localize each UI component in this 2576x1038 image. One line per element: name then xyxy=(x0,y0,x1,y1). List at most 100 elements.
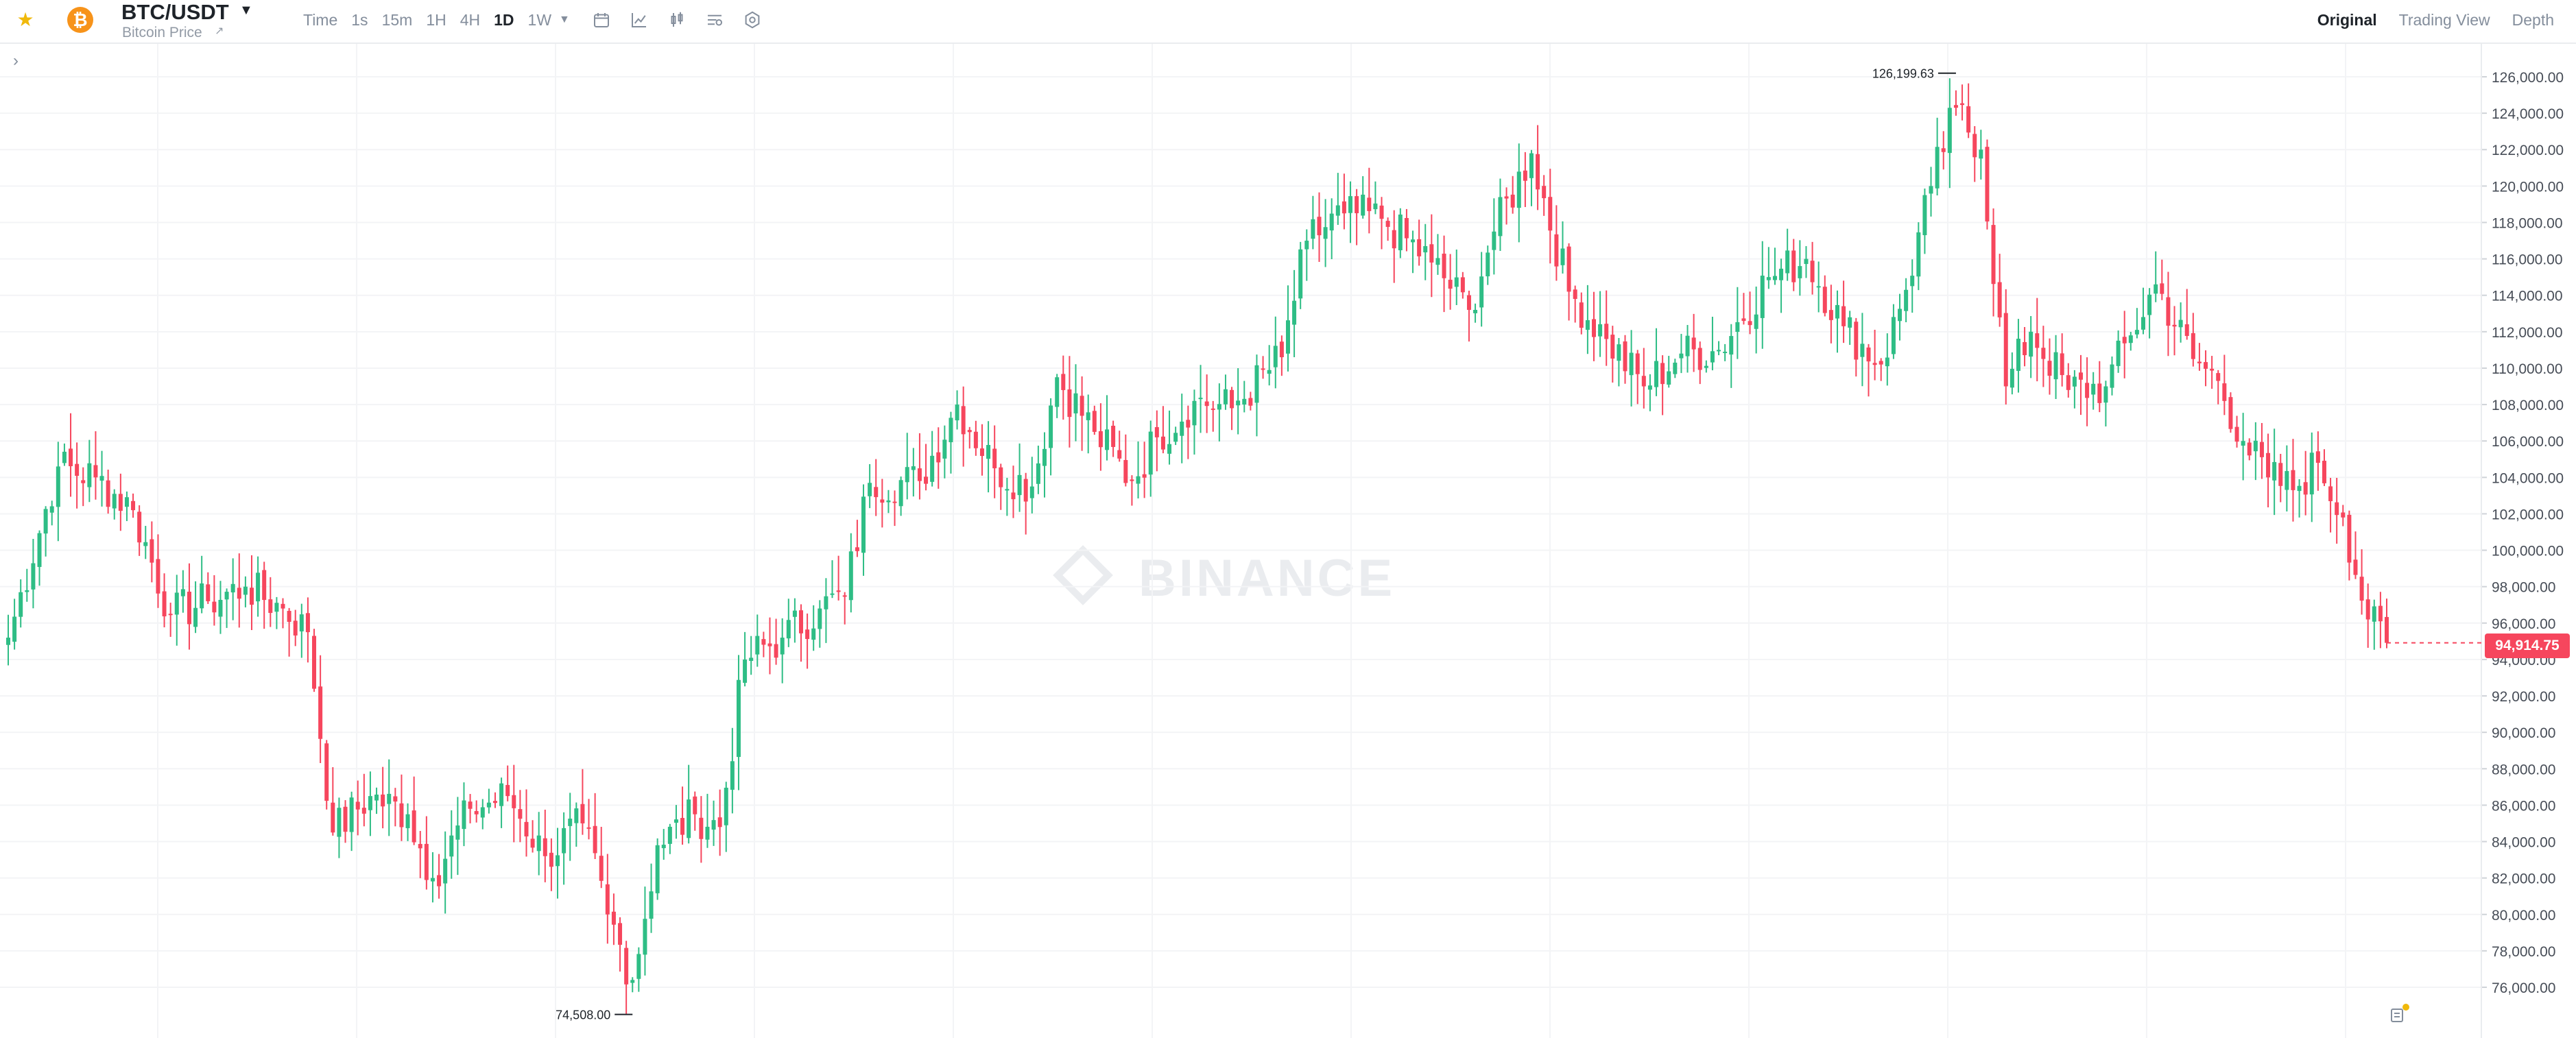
candle-body xyxy=(1304,241,1309,250)
candle-body xyxy=(1548,197,1553,231)
candle-body xyxy=(1029,486,1034,498)
candle-body xyxy=(1298,249,1303,299)
candle-body xyxy=(680,818,685,835)
candle-body xyxy=(1423,245,1428,253)
candle-body xyxy=(1598,324,1603,337)
interval-1s[interactable]: 1s xyxy=(351,11,368,29)
settings-gear-icon[interactable] xyxy=(742,10,763,30)
candle-body xyxy=(655,845,660,893)
candle-body xyxy=(1685,335,1690,357)
candle-body xyxy=(2147,294,2152,315)
y-axis-tick-label: 108,000.00 xyxy=(2492,398,2564,413)
candle-body xyxy=(2053,352,2058,380)
interval-4h[interactable]: 4H xyxy=(460,11,481,29)
candle-body xyxy=(924,476,929,484)
candle-body xyxy=(1373,203,1378,210)
candle-body xyxy=(2016,339,2020,371)
candle-body xyxy=(430,878,435,882)
candle-body xyxy=(2122,337,2127,343)
candle-body xyxy=(2385,616,2389,643)
interval-1w[interactable]: 1W xyxy=(527,11,552,29)
candle-body xyxy=(955,405,959,421)
candle-body xyxy=(1966,106,1971,133)
candle-body xyxy=(898,480,903,507)
candle-body xyxy=(337,808,342,837)
tab-original[interactable]: Original xyxy=(2317,11,2377,29)
candle-body xyxy=(2253,440,2258,452)
candle-body xyxy=(1866,347,1871,362)
candle-body xyxy=(562,828,567,854)
interval-1d[interactable]: 1D xyxy=(494,11,514,29)
candle-body xyxy=(1766,277,1771,280)
chart-area[interactable]: BINANCE xyxy=(0,44,2576,1038)
caret-down-icon[interactable]: ▼ xyxy=(239,3,253,18)
notification-icon[interactable] xyxy=(2387,1002,2411,1026)
indicator-settings-icon[interactable] xyxy=(704,10,725,30)
candle-body xyxy=(892,501,897,503)
candle-body xyxy=(2341,512,2346,518)
candle-body xyxy=(287,611,291,622)
candle-body xyxy=(1760,276,1765,318)
candle-body xyxy=(1348,196,1353,213)
interval-1h[interactable]: 1H xyxy=(426,11,446,29)
candle-body xyxy=(1242,398,1247,405)
candle-body xyxy=(187,592,191,625)
candle-body xyxy=(842,595,847,597)
y-axis-tick-label: 80,000.00 xyxy=(2492,908,2555,924)
candle-body xyxy=(643,919,647,955)
interval-15m[interactable]: 15m xyxy=(381,11,413,29)
candle-body xyxy=(1148,431,1153,475)
candle-body xyxy=(1080,396,1084,416)
candle-body xyxy=(574,808,579,823)
candle-body xyxy=(1285,320,1290,354)
calendar-icon[interactable] xyxy=(591,10,612,30)
candle-body xyxy=(1154,427,1159,437)
candle-body xyxy=(512,795,516,808)
candle-body xyxy=(2241,441,2245,446)
candle-body xyxy=(2128,335,2133,343)
y-axis-tick-label: 96,000.00 xyxy=(2492,616,2555,632)
tab-trading-view[interactable]: Trading View xyxy=(2398,11,2490,29)
candle-body xyxy=(2266,452,2271,478)
candle-body xyxy=(1910,276,1915,287)
candle-body xyxy=(443,858,448,884)
candle-body xyxy=(1273,346,1278,367)
star-icon[interactable]: ★ xyxy=(16,9,34,30)
candle-body xyxy=(1735,322,1740,333)
candle-body xyxy=(636,954,641,979)
candle-body xyxy=(1997,282,2002,317)
chevron-right-icon[interactable]: › xyxy=(13,51,19,70)
candle-body xyxy=(237,588,241,599)
candle-body xyxy=(399,803,404,828)
candle-style-icon[interactable] xyxy=(667,10,687,30)
candle-body xyxy=(1947,108,1952,154)
candle-body xyxy=(1092,411,1097,432)
candle-body xyxy=(961,406,966,435)
candle-body xyxy=(542,838,547,856)
candle-body xyxy=(1635,353,1640,374)
candle-body xyxy=(2191,333,2195,359)
candle-body xyxy=(1891,317,1896,354)
candle-body xyxy=(1061,374,1066,390)
y-axis-tick-label: 110,000.00 xyxy=(2492,361,2563,377)
candle-body xyxy=(2066,375,2071,390)
y-axis-tick-label: 76,000.00 xyxy=(2492,980,2555,996)
candle-body xyxy=(424,843,429,880)
pair-subtitle-link[interactable]: Bitcoin Price xyxy=(122,25,202,40)
candle-body xyxy=(880,499,885,503)
line-chart-icon[interactable] xyxy=(629,10,649,30)
candle-body xyxy=(168,614,173,616)
bitcoin-coin-icon: ₿ xyxy=(67,7,93,33)
candle-body xyxy=(99,476,104,481)
interval-time[interactable]: Time xyxy=(303,11,338,29)
candle-body xyxy=(81,480,86,483)
y-axis-tick-label: 124,000.00 xyxy=(2492,106,2564,122)
candle-body xyxy=(611,911,616,925)
candle-body xyxy=(1317,217,1322,236)
pair-selector[interactable]: BTC/USDT xyxy=(121,0,229,24)
candle-body xyxy=(1442,253,1446,278)
interval-more-caret-icon[interactable]: ▼ xyxy=(559,14,570,25)
candlestick-chart[interactable]: 126,000.00 124,000.00 122,000.00 120,000.00… xyxy=(0,44,2576,1038)
tab-depth[interactable]: Depth xyxy=(2512,11,2554,29)
candle-body xyxy=(2222,383,2227,401)
